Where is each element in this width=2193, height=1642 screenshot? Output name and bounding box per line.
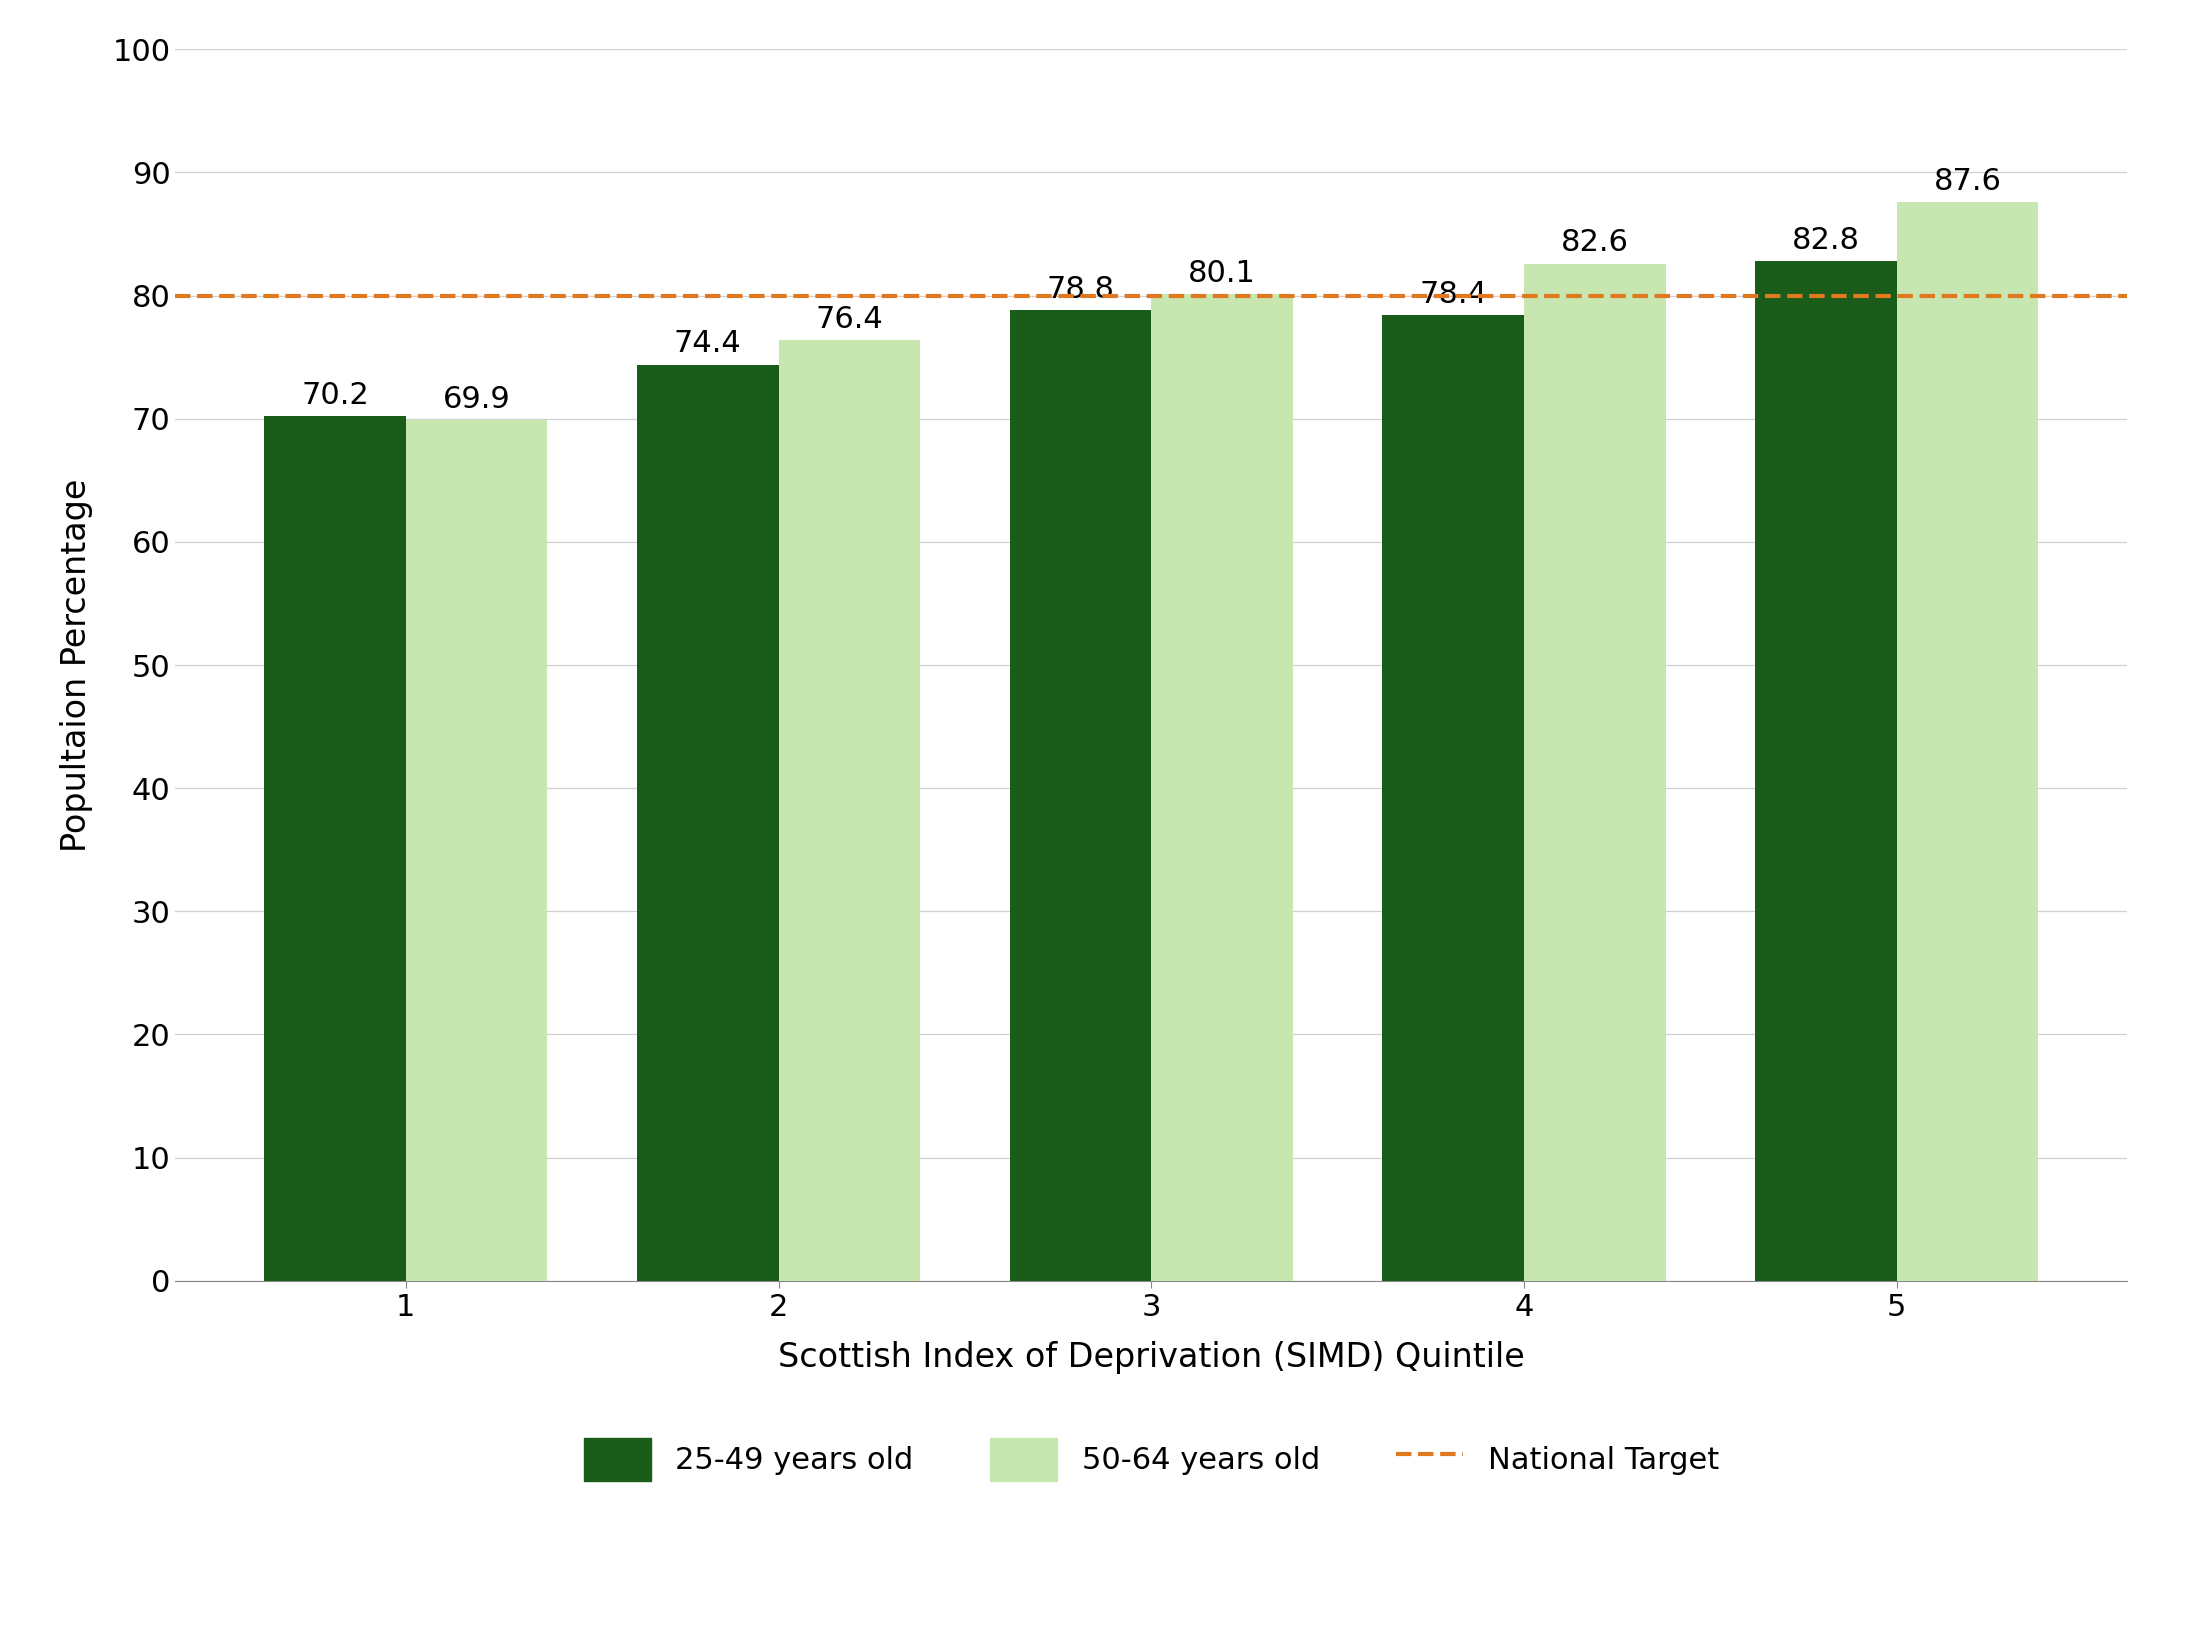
Y-axis label: Popultaion Percentage: Popultaion Percentage [59,478,92,852]
Text: 78.4: 78.4 [1419,281,1487,309]
Text: 74.4: 74.4 [673,330,741,358]
Text: 70.2: 70.2 [300,381,368,410]
Bar [263,415,406,1281]
Bar [1754,261,1897,1281]
Text: 76.4: 76.4 [816,305,884,333]
Bar [779,340,921,1281]
Text: 87.6: 87.6 [1934,167,2002,195]
Bar [636,365,779,1281]
Text: 80.1: 80.1 [1189,259,1257,289]
Bar [1382,315,1524,1281]
X-axis label: Scottish Index of Deprivation (SIMD) Quintile: Scottish Index of Deprivation (SIMD) Qui… [779,1342,1524,1374]
Text: 82.6: 82.6 [1561,228,1629,258]
Bar [406,420,548,1281]
Text: 82.8: 82.8 [1792,227,1860,255]
Text: 78.8: 78.8 [1046,276,1114,304]
Legend: 25-49 years old, 50-64 years old, National Target: 25-49 years old, 50-64 years old, Nation… [553,1407,1750,1512]
Bar [1151,294,1294,1281]
Bar [1009,310,1151,1281]
Bar [1897,202,2039,1281]
Text: 69.9: 69.9 [443,384,511,414]
Bar [1524,263,1667,1281]
